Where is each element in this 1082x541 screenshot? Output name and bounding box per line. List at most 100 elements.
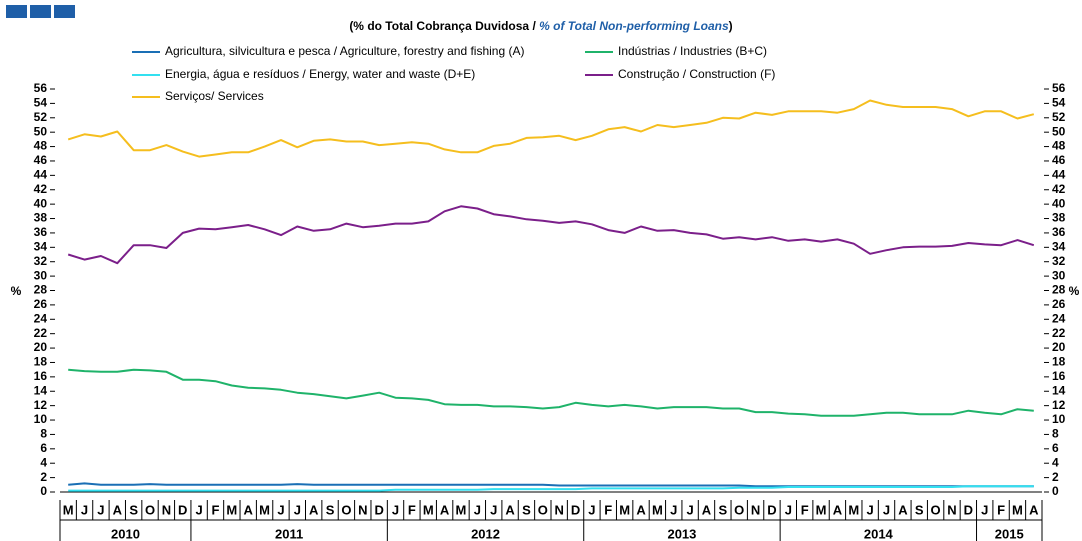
y2-tick-label: 48 [1052, 139, 1066, 153]
x-tick-label: S [129, 502, 138, 517]
year-label: 2014 [864, 526, 894, 541]
y2-tick-label: 0 [1052, 484, 1059, 498]
x-tick-label: A [636, 502, 646, 517]
series-line [67, 205, 1035, 265]
legend-label: Indústrias / Industries (B+C) [618, 44, 767, 58]
y-tick-label: 30 [34, 268, 48, 282]
y2-tick-label: 40 [1052, 196, 1066, 210]
x-tick-label: S [915, 502, 924, 517]
y2-tick-label: 56 [1052, 81, 1066, 95]
x-tick-label: F [212, 502, 220, 517]
y2-tick-label: 52 [1052, 110, 1066, 124]
x-tick-label: D [571, 502, 580, 517]
x-tick-label: S [326, 502, 335, 517]
y-tick-label: 34 [34, 239, 48, 253]
x-tick-label: M [226, 502, 237, 517]
x-tick-label: J [785, 502, 792, 517]
y2-tick-label: 46 [1052, 153, 1066, 167]
y2-tick-label: 36 [1052, 225, 1066, 239]
x-tick-label: F [801, 502, 809, 517]
x-tick-label: A [702, 502, 712, 517]
x-tick-label: J [490, 502, 497, 517]
x-tick-label: A [244, 502, 254, 517]
x-tick-label: D [374, 502, 383, 517]
x-tick-label: J [867, 502, 874, 517]
x-tick-label: A [833, 502, 843, 517]
title-en: % of Total Non-performing Loans [539, 19, 729, 33]
y-tick-label: 4 [40, 455, 47, 469]
y-tick-label: 10 [34, 412, 48, 426]
x-tick-label: O [538, 502, 548, 517]
legend-label: Serviços/ Services [165, 89, 264, 103]
x-tick-label: N [358, 502, 367, 517]
x-tick-label: M [652, 502, 663, 517]
x-tick-label: J [981, 502, 988, 517]
y2-tick-label: 10 [1052, 412, 1066, 426]
y2-tick-label: 54 [1052, 96, 1066, 110]
y-tick-label: 32 [34, 254, 48, 268]
x-tick-label: M [619, 502, 630, 517]
y-tick-label: 2 [40, 470, 47, 484]
x-tick-label: A [113, 502, 123, 517]
x-tick-label: A [440, 502, 450, 517]
y-tick-label: 36 [34, 225, 48, 239]
y2-tick-label: 16 [1052, 369, 1066, 383]
year-label: 2012 [471, 526, 500, 541]
y-tick-label: 40 [34, 196, 48, 210]
y2-tick-label: 26 [1052, 297, 1066, 311]
x-tick-label: M [848, 502, 859, 517]
y-tick-label: 46 [34, 153, 48, 167]
x-tick-label: M [423, 502, 434, 517]
x-tick-label: A [1029, 502, 1039, 517]
x-tick-label: F [604, 502, 612, 517]
y2-tick-label: 42 [1052, 182, 1066, 196]
series-line [68, 482, 1034, 488]
x-tick-label: S [719, 502, 728, 517]
x-tick-label: J [588, 502, 595, 517]
y-tick-label: 50 [34, 124, 48, 138]
y-tick-label: 16 [34, 369, 48, 383]
logo-block [54, 5, 75, 18]
x-tick-label: D [178, 502, 187, 517]
x-tick-label: N [947, 502, 956, 517]
y2-tick-label: 24 [1052, 311, 1066, 325]
series-line [67, 99, 1035, 158]
x-tick-label: O [931, 502, 941, 517]
y2-tick-label: 8 [1052, 427, 1059, 441]
y2-tick-label: 44 [1052, 168, 1066, 182]
x-tick-label: M [63, 502, 74, 517]
x-tick-label: J [670, 502, 677, 517]
legend-label: Energia, água e resíduos / Energy, water… [165, 67, 475, 81]
y-tick-label: 44 [34, 168, 48, 182]
x-tick-label: O [341, 502, 351, 517]
x-tick-label: N [554, 502, 563, 517]
x-tick-label: D [964, 502, 973, 517]
x-tick-label: M [816, 502, 827, 517]
x-tick-label: A [505, 502, 515, 517]
y-tick-label: 8 [40, 427, 47, 441]
y-tick-label: 14 [34, 383, 48, 397]
y2-tick-label: 6 [1052, 441, 1059, 455]
x-tick-label: J [277, 502, 284, 517]
y2-tick-label: 30 [1052, 268, 1066, 282]
title-end: ) [729, 19, 733, 33]
y-tick-label: 42 [34, 182, 48, 196]
x-tick-label: S [522, 502, 531, 517]
x-tick-label: O [734, 502, 744, 517]
y2-tick-label: 38 [1052, 211, 1066, 225]
x-tick-label: M [456, 502, 467, 517]
y-tick-label: 0 [40, 484, 47, 498]
x-tick-label: N [162, 502, 171, 517]
y-tick-label: 48 [34, 139, 48, 153]
x-tick-label: A [898, 502, 908, 517]
y-tick-label: 26 [34, 297, 48, 311]
x-tick-label: O [145, 502, 155, 517]
legend-label: Construção / Construction (F) [618, 67, 775, 81]
y2-tick-label: 22 [1052, 326, 1066, 340]
logo-block [30, 5, 51, 18]
year-label: 2010 [111, 526, 140, 541]
y2-axis-label: % [1069, 284, 1080, 298]
x-tick-label: A [309, 502, 319, 517]
y2-tick-label: 20 [1052, 340, 1066, 354]
